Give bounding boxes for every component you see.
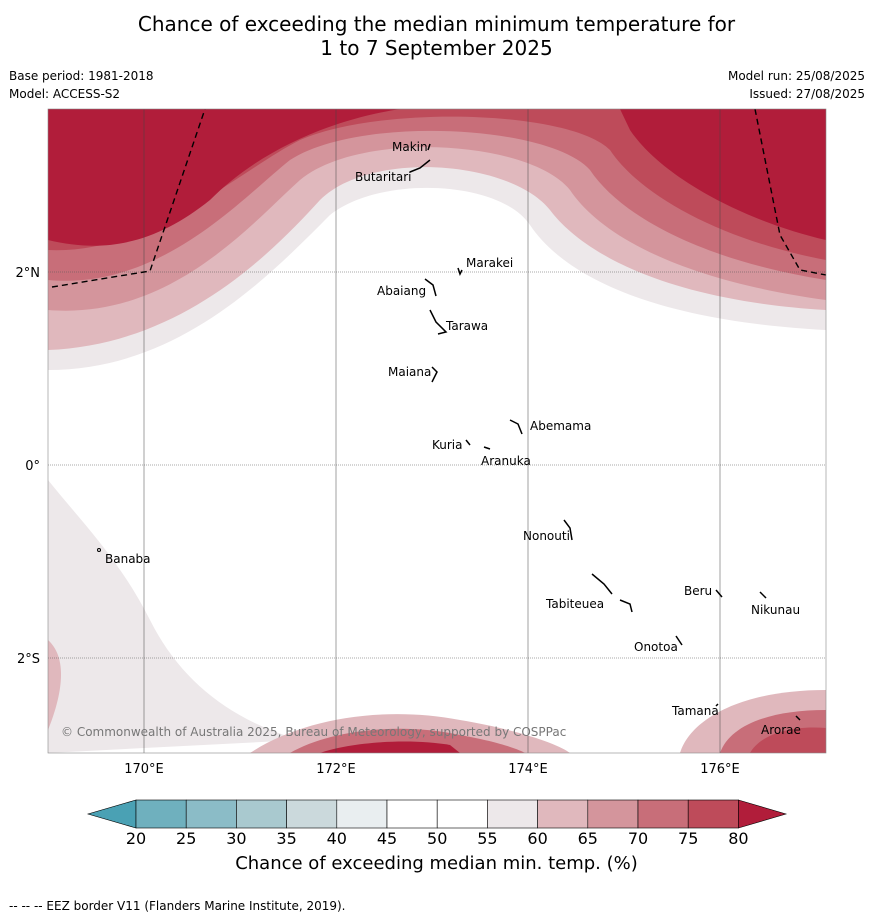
label-maiana: Maiana (388, 365, 431, 379)
colorbar-tick-35: 35 (276, 829, 296, 848)
colorbar-tick-75: 75 (678, 829, 698, 848)
label-nonouti: Nonouti (523, 529, 570, 543)
latitude-labels: 2°N 0° 2°S (16, 266, 41, 667)
lat-label-2n: 2°N (16, 266, 41, 281)
band-60-65-southwest (48, 640, 62, 730)
model-run: Model run: 25/08/2025 (727, 69, 865, 83)
colorbar-tick-50: 50 (427, 829, 447, 848)
label-tabiteuea: Tabiteuea (545, 597, 604, 611)
label-makin: Makin (392, 140, 428, 154)
label-onotoa: Onotoa (634, 640, 678, 654)
island-labels: Makin Butaritari Marakei Abaiang Tarawa … (105, 140, 801, 737)
meridians (143, 109, 721, 753)
map-title: Chance of exceeding the median minimum t… (0, 12, 873, 60)
title-line-1: Chance of exceeding the median minimum t… (137, 12, 736, 36)
colorbar-extend-low (86, 799, 137, 829)
colorbar-swatch-c75_80 (687, 799, 739, 829)
colorbar-tick-25: 25 (176, 829, 196, 848)
colorbar-extend-high (738, 799, 788, 829)
colorbar-tick-60: 60 (527, 829, 547, 848)
banaba-shape (97, 548, 101, 552)
label-abemama: Abemama (530, 419, 591, 433)
colorbar-swatch-c50_55 (436, 799, 488, 829)
colorbar-tick-45: 45 (377, 829, 397, 848)
colorbar-tick-40: 40 (327, 829, 347, 848)
colorbar-tick-65: 65 (578, 829, 598, 848)
colorbar-swatch-c25_30 (185, 799, 237, 829)
colorbar-swatch-c30_35 (236, 799, 287, 829)
colorbar-swatch-c60_65 (537, 799, 589, 829)
label-butaritari: Butaritari (355, 170, 412, 184)
copyright-note: © Commonwealth of Australia 2025, Bureau… (61, 725, 566, 739)
model-name: Model: ACCESS-S2 (9, 87, 121, 101)
colorbar-swatch-c20_25 (135, 799, 187, 829)
lon-label-174: 174°E (508, 762, 548, 777)
eez-border (51, 109, 826, 288)
colorbar-swatch-c45_50 (386, 799, 438, 829)
colorbar-tick-30: 30 (226, 829, 246, 848)
label-kuria: Kuria (432, 438, 463, 452)
title-line-2: 1 to 7 September 2025 (320, 36, 553, 60)
band-55-60-southwest (48, 480, 300, 753)
lat-label-2s: 2°S (17, 652, 40, 667)
contour-field: © Commonwealth of Australia 2025, Bureau… (48, 109, 826, 753)
lon-label-176: 176°E (700, 762, 740, 777)
lon-label-170: 170°E (124, 762, 164, 777)
map-frame (47, 108, 827, 754)
label-banaba: Banaba (105, 552, 151, 566)
colorbar-title: Chance of exceeding median min. temp. (%… (235, 853, 638, 874)
colorbar-swatch-c35_40 (286, 799, 338, 829)
colorbar-swatch-c55_60 (487, 799, 538, 829)
lat-label-0: 0° (25, 459, 40, 474)
band-above-80-north (48, 109, 826, 246)
band-above-80-south (320, 741, 460, 753)
label-aranuka: Aranuka (481, 454, 531, 468)
label-tarawa: Tarawa (445, 319, 488, 333)
colorbar-swatch-c40_45 (336, 799, 388, 829)
colorbar: 20 25 30 35 40 45 50 55 60 65 70 75 80 (86, 799, 788, 848)
label-abaiang: Abaiang (377, 284, 426, 298)
label-arorae: Arorae (761, 723, 801, 737)
colorbar-tick-70: 70 (628, 829, 648, 848)
issued-date: Issued: 27/08/2025 (749, 87, 865, 101)
lon-label-172: 172°E (316, 762, 356, 777)
base-period: Base period: 1981-2018 (9, 69, 154, 83)
label-tamana: Tamana (671, 704, 719, 718)
label-beru: Beru (684, 584, 712, 598)
colorbar-tick-80: 80 (728, 829, 748, 848)
label-marakei: Marakei (466, 256, 513, 270)
band-above-80-southeast (750, 727, 826, 753)
colorbar-swatch-c70_75 (637, 799, 689, 829)
graticule (48, 271, 826, 659)
eez-legend-note: -- -- -- EEZ border V11 (Flanders Marine… (9, 899, 346, 913)
colorbar-tick-55: 55 (477, 829, 497, 848)
colorbar-tick-20: 20 (126, 829, 146, 848)
meta-right: Model run: 25/08/2025 Issued: 27/08/2025 (728, 67, 865, 103)
meta-left: Base period: 1981-2018 Model: ACCESS-S2 (9, 67, 154, 103)
island-shapes (409, 143, 801, 721)
label-nikunau: Nikunau (751, 603, 800, 617)
colorbar-swatch-c65_70 (587, 799, 639, 829)
longitude-labels: 170°E 172°E 174°E 176°E (124, 762, 740, 777)
